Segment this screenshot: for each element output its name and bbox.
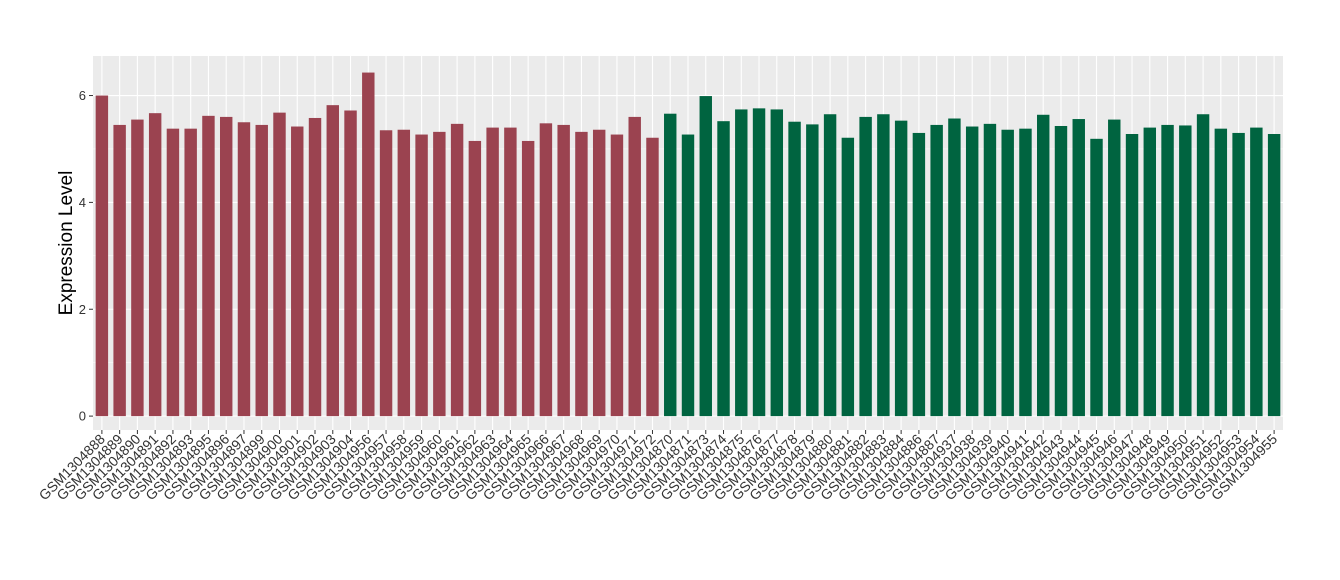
bar-GSM1304939 [983,123,997,417]
bar-GSM1304959 [415,134,428,417]
bar-GSM1304900 [273,112,286,417]
bar-GSM1304883 [877,114,890,417]
bar-GSM1304893 [184,128,197,417]
bar-GSM1304891 [148,113,162,417]
bar-GSM1304968 [575,131,588,417]
bar-GSM1304972 [646,137,659,417]
bar-GSM1304965 [521,140,535,417]
bar-GSM1304890 [131,119,144,417]
bar-GSM1304884 [894,120,908,417]
bar-GSM1304879 [806,124,819,417]
bar-GSM1304948 [1143,127,1157,417]
bar-GSM1304971 [628,116,641,417]
bar-GSM1304889 [113,124,126,417]
bar-GSM1304957 [379,130,393,417]
bar-GSM1304950 [1179,125,1192,417]
bar-GSM1304892 [166,128,180,417]
bar-GSM1304962 [468,140,482,417]
bar-GSM1304960 [433,131,446,417]
bar-GSM1304940 [1001,129,1014,417]
bar-GSM1304888 [95,95,109,417]
bar-GSM1304956 [362,72,375,417]
bar-GSM1304878 [788,121,801,417]
bar-GSM1304970 [610,134,624,417]
bar-GSM1304966 [539,123,553,417]
bar-GSM1304886 [912,132,926,417]
bar-GSM1304899 [255,124,268,417]
y-tick-label: 2 [79,302,86,317]
bar-GSM1304946 [1108,119,1121,417]
bar-GSM1304949 [1161,124,1174,417]
y-tick-label: 4 [79,195,86,210]
bar-GSM1304870 [664,113,677,417]
y-axis: 0 2 4 6 [79,88,93,424]
bar-GSM1304874 [717,121,730,417]
bar-GSM1304945 [1090,138,1103,417]
bar-GSM1304904 [344,110,357,417]
bar-GSM1304903 [326,105,339,417]
y-tick-label: 0 [79,409,86,424]
bar-GSM1304947 [1125,134,1139,417]
bar-GSM1304943 [1054,125,1068,417]
bar-GSM1304897 [237,122,251,417]
bar-GSM1304963 [486,127,499,417]
bar-GSM1304901 [291,126,304,417]
bar-GSM1304875 [735,109,748,417]
bar-GSM1304876 [752,108,766,417]
bar-GSM1304873 [699,96,712,417]
bar-GSM1304944 [1072,119,1085,417]
bar-GSM1304938 [965,126,979,417]
y-axis-title: Expression Level [56,171,77,316]
bar-GSM1304941 [1019,128,1032,417]
bar-GSM1304964 [504,127,517,417]
bar-GSM1304902 [308,117,322,417]
bar-GSM1304951 [1196,114,1210,417]
bar-GSM1304954 [1250,127,1263,417]
bar-GSM1304887 [930,124,943,417]
bar-GSM1304882 [859,116,872,417]
y-tick-label: 6 [79,88,86,103]
bar-GSM1304877 [770,109,784,417]
bar-GSM1304896 [219,116,233,417]
bar-GSM1304937 [948,118,961,417]
bar-GSM1304969 [592,129,606,417]
bar-GSM1304942 [1037,114,1050,417]
bar-GSM1304967 [557,124,570,417]
bar-GSM1304881 [841,137,855,417]
bar-GSM1304958 [397,129,411,417]
bar-GSM1304953 [1232,132,1245,417]
bar-GSM1304880 [823,114,837,417]
bar-GSM1304952 [1214,128,1228,417]
bar-GSM1304895 [202,115,215,417]
bar-GSM1304955 [1267,134,1281,417]
bars [95,72,1281,417]
bar-GSM1304961 [450,123,464,417]
x-axis: GSM1304888GSM1304889GSM1304890GSM1304891… [36,430,1280,503]
bar-GSM1304871 [681,134,695,417]
